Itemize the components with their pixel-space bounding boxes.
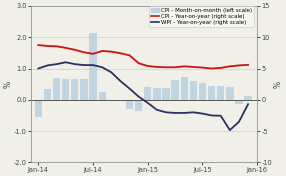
Bar bbox=[199, 83, 206, 100]
Bar bbox=[35, 100, 42, 117]
Bar bbox=[217, 86, 225, 100]
Bar bbox=[180, 77, 188, 100]
Bar bbox=[153, 88, 160, 100]
Bar bbox=[208, 86, 215, 100]
Bar bbox=[135, 100, 142, 111]
Y-axis label: %: % bbox=[3, 81, 13, 88]
Bar bbox=[80, 80, 88, 100]
Bar bbox=[108, 100, 115, 101]
Bar bbox=[245, 96, 252, 100]
Bar bbox=[44, 89, 51, 100]
Bar bbox=[71, 80, 78, 100]
Bar bbox=[162, 88, 170, 100]
Bar bbox=[226, 87, 233, 100]
Legend: CPI - Month-on-month (left scale), CPI - Year-on-year (right scale), WPI - Year-: CPI - Month-on-month (left scale), CPI -… bbox=[149, 6, 255, 27]
Bar bbox=[172, 80, 179, 100]
Bar bbox=[190, 81, 197, 100]
Bar bbox=[90, 33, 97, 100]
Bar bbox=[98, 92, 106, 100]
Bar bbox=[126, 100, 133, 109]
Bar bbox=[62, 80, 69, 100]
Bar bbox=[53, 78, 60, 100]
Y-axis label: %: % bbox=[273, 81, 283, 88]
Bar bbox=[235, 100, 243, 105]
Bar bbox=[144, 87, 151, 100]
